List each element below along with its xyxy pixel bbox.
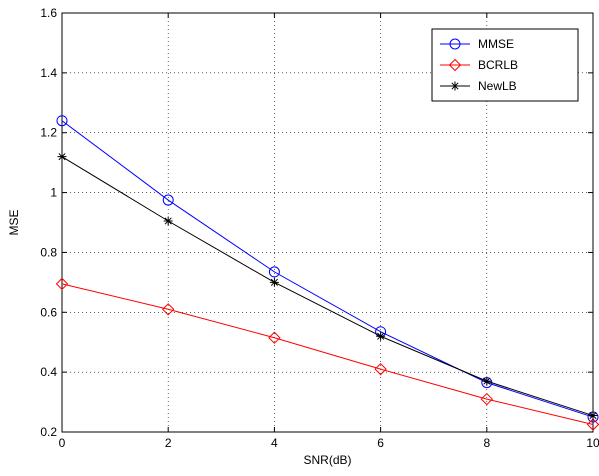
y-tick-label: 1.6 xyxy=(40,6,57,20)
x-tick-label: 4 xyxy=(271,436,278,450)
legend-item-bcrlb: BCRLB xyxy=(440,58,518,72)
legend-marker xyxy=(450,81,460,91)
legend-label: NewLB xyxy=(478,79,517,93)
series-line-mmse xyxy=(61,120,594,418)
y-tick-label: 1.2 xyxy=(40,126,57,140)
y-tick-label: 1 xyxy=(50,186,57,200)
series-mmse xyxy=(56,115,599,423)
x-axis-label: SNR(dB) xyxy=(303,453,351,467)
legend-item-mmse: MMSE xyxy=(440,37,514,51)
legend-item-newlb: NewLB xyxy=(440,79,517,93)
data-point-newlb xyxy=(588,411,598,421)
data-point-mmse xyxy=(268,266,280,278)
data-point-newlb xyxy=(482,376,492,386)
data-point-bcrlb xyxy=(268,331,281,344)
x-tick-label: 8 xyxy=(483,436,490,450)
x-tick-label: 0 xyxy=(59,436,66,450)
data-point-newlb xyxy=(376,331,386,341)
plot-area-frame xyxy=(61,12,594,433)
series-newlb xyxy=(57,152,598,421)
data-point-bcrlb xyxy=(480,392,494,406)
legend: MMSE BCRLB NewLB xyxy=(431,28,579,102)
legend-label: MMSE xyxy=(478,37,514,51)
series-line-bcrlb xyxy=(61,283,594,426)
legend-marker xyxy=(448,58,462,72)
series-line-newlb xyxy=(61,156,594,417)
axis-ticks: 0 2 4 6 8 10 0.2 0.4 0.6 0.8 1 1.2 1.4 1.6 xyxy=(40,6,599,450)
grid-lines xyxy=(62,13,593,432)
data-point-mmse xyxy=(162,194,174,206)
y-tick-label: 0.6 xyxy=(40,305,57,319)
x-tick-label: 10 xyxy=(586,436,599,450)
data-point-bcrlb xyxy=(586,418,599,431)
y-tick-label: 0.2 xyxy=(40,425,57,439)
y-tick-label: 1.4 xyxy=(40,66,57,80)
data-point-bcrlb xyxy=(374,362,387,376)
y-tick-label: 0.4 xyxy=(40,365,57,379)
x-tick-label: 6 xyxy=(377,436,384,450)
data-point-bcrlb xyxy=(161,303,175,316)
series-bcrlb xyxy=(55,277,599,431)
data-point-newlb xyxy=(269,277,279,287)
x-tick-label: 2 xyxy=(165,436,172,450)
data-point-newlb xyxy=(57,152,67,162)
data-point-bcrlb xyxy=(55,277,69,291)
data-point-newlb xyxy=(163,216,173,226)
data-point-mmse xyxy=(56,115,68,127)
y-tick-label: 0.8 xyxy=(40,245,57,259)
legend-marker xyxy=(449,38,461,50)
series-layer xyxy=(55,115,599,431)
legend-label: BCRLB xyxy=(478,58,518,72)
y-axis-label: MSE xyxy=(7,209,21,235)
